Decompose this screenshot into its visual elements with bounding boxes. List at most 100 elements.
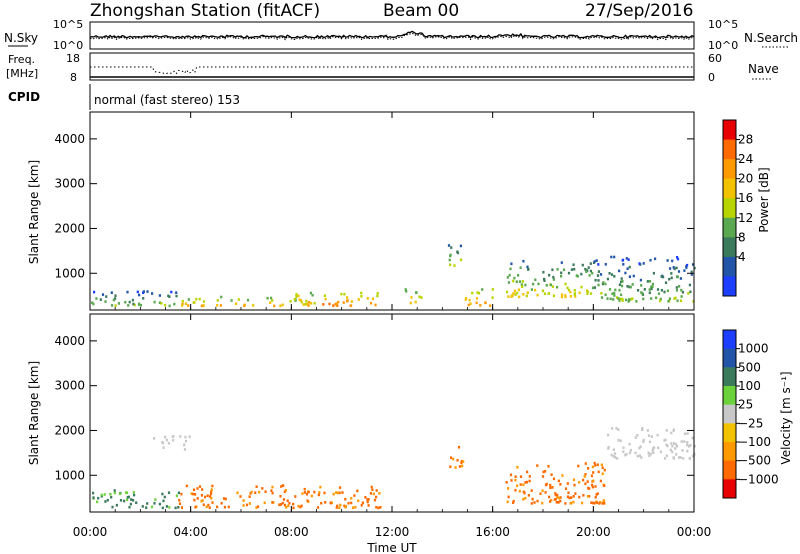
power-ylabel: Slant Range [km] — [27, 160, 41, 264]
scatter-cell — [344, 497, 347, 501]
scatter-cell — [693, 266, 696, 270]
scatter-cell — [513, 276, 516, 280]
scatter-cell — [307, 304, 310, 307]
scatter-cell — [652, 447, 655, 450]
scatter-cell — [522, 483, 525, 486]
scatter-cell — [607, 433, 610, 437]
scatter-cell — [457, 445, 461, 449]
scatter-cell — [596, 492, 599, 495]
scatter-cell — [660, 289, 663, 292]
scatter-cell — [375, 505, 378, 509]
scatter-cell — [195, 297, 198, 301]
scatter-cell — [175, 294, 178, 298]
scatter-cell — [552, 294, 555, 298]
scatter-cell — [624, 298, 628, 302]
scatter-cell — [622, 446, 625, 450]
freq-label-line2: [MHz] — [6, 67, 38, 80]
scatter-cell — [132, 491, 135, 494]
scatter-cell — [139, 304, 142, 307]
scatter-cell — [505, 481, 508, 484]
scatter-cell — [592, 501, 595, 505]
nsky-tick-top: 10^5 — [53, 18, 83, 31]
scatter-cell — [339, 503, 342, 507]
scatter-cell — [339, 486, 342, 489]
scatter-cell — [628, 451, 632, 455]
scatter-cell — [509, 267, 512, 271]
scatter-cell — [311, 293, 314, 297]
scatter-cell — [568, 496, 571, 500]
scatter-cell — [130, 498, 133, 501]
scatter-cell — [177, 491, 180, 495]
cpid-value: normal (fast stereo) 153 — [94, 93, 240, 107]
scatter-cell — [557, 501, 560, 504]
scatter-cell — [624, 453, 627, 457]
scatter-cell — [207, 503, 210, 507]
scatter-cell — [547, 465, 550, 468]
scatter-cell — [670, 272, 673, 275]
scatter-cell — [258, 490, 261, 494]
scatter-cell — [660, 275, 663, 278]
velocity-ylabel: Slant Range [km] — [27, 361, 41, 465]
scatter-cell — [573, 483, 576, 487]
scatter-cell — [281, 501, 284, 505]
scatter-cell — [151, 292, 154, 295]
scatter-cell — [586, 292, 589, 295]
scatter-cell — [649, 258, 652, 262]
scatter-cell — [684, 432, 687, 436]
scatter-cell — [237, 298, 240, 301]
scatter-cell — [656, 288, 660, 291]
scatter-cell — [281, 303, 284, 307]
scatter-cell — [604, 263, 607, 266]
scatter-cell — [683, 440, 686, 443]
scatter-cell — [295, 293, 298, 296]
scatter-cell — [657, 292, 661, 295]
power-colorbar: 28 24 20 16 12 8 4 — [722, 119, 753, 297]
scatter-cell — [620, 284, 624, 288]
scatter-cell — [379, 506, 382, 509]
scatter-cell — [92, 491, 95, 495]
scatter-cell — [136, 290, 139, 294]
scatter-cell — [587, 486, 590, 490]
scatter-cell — [597, 270, 600, 273]
scatter-cell — [518, 280, 522, 283]
scatter-cell — [506, 276, 509, 279]
scatter-cell — [371, 297, 375, 301]
scatter-cell — [318, 491, 321, 494]
scatter-cell — [593, 260, 596, 263]
scatter-cell — [461, 464, 464, 468]
scatter-cell — [131, 298, 134, 302]
scatter-cell — [303, 491, 307, 494]
scatter-cell — [574, 492, 577, 495]
colorbar-tick-label: 500 — [738, 360, 761, 374]
scatter-cell — [690, 273, 693, 276]
scatter-cell — [669, 448, 672, 452]
scatter-cell — [337, 300, 340, 304]
scatter-cell — [655, 296, 658, 300]
scatter-cell — [637, 289, 640, 292]
scatter-cell — [514, 478, 517, 482]
nsearch-tick-top: 10^5 — [708, 18, 738, 31]
scatter-cell — [344, 505, 347, 509]
scatter-cell — [336, 491, 339, 495]
scatter-cell — [631, 297, 634, 300]
scatter-cell — [491, 296, 494, 299]
colorbar-swatch — [723, 330, 736, 350]
scatter-cell — [672, 457, 675, 460]
scatter-cell — [350, 501, 353, 505]
scatter-cell — [688, 283, 691, 287]
scatter-cell — [350, 304, 353, 307]
cpid-label: CPID — [8, 90, 40, 104]
scatter-cell — [591, 485, 594, 489]
scatter-cell — [601, 466, 604, 469]
scatter-cell — [335, 304, 338, 307]
scatter-cell — [323, 491, 326, 495]
scatter-cell — [629, 448, 632, 452]
scatter-cell — [669, 267, 672, 270]
scatter-cell — [519, 266, 522, 269]
scatter-cell — [586, 495, 590, 498]
scatter-cell — [114, 294, 117, 297]
scatter-cell — [205, 505, 208, 509]
scatter-cell — [366, 498, 369, 501]
scatter-cell — [254, 491, 257, 494]
scatter-cell — [366, 297, 369, 300]
